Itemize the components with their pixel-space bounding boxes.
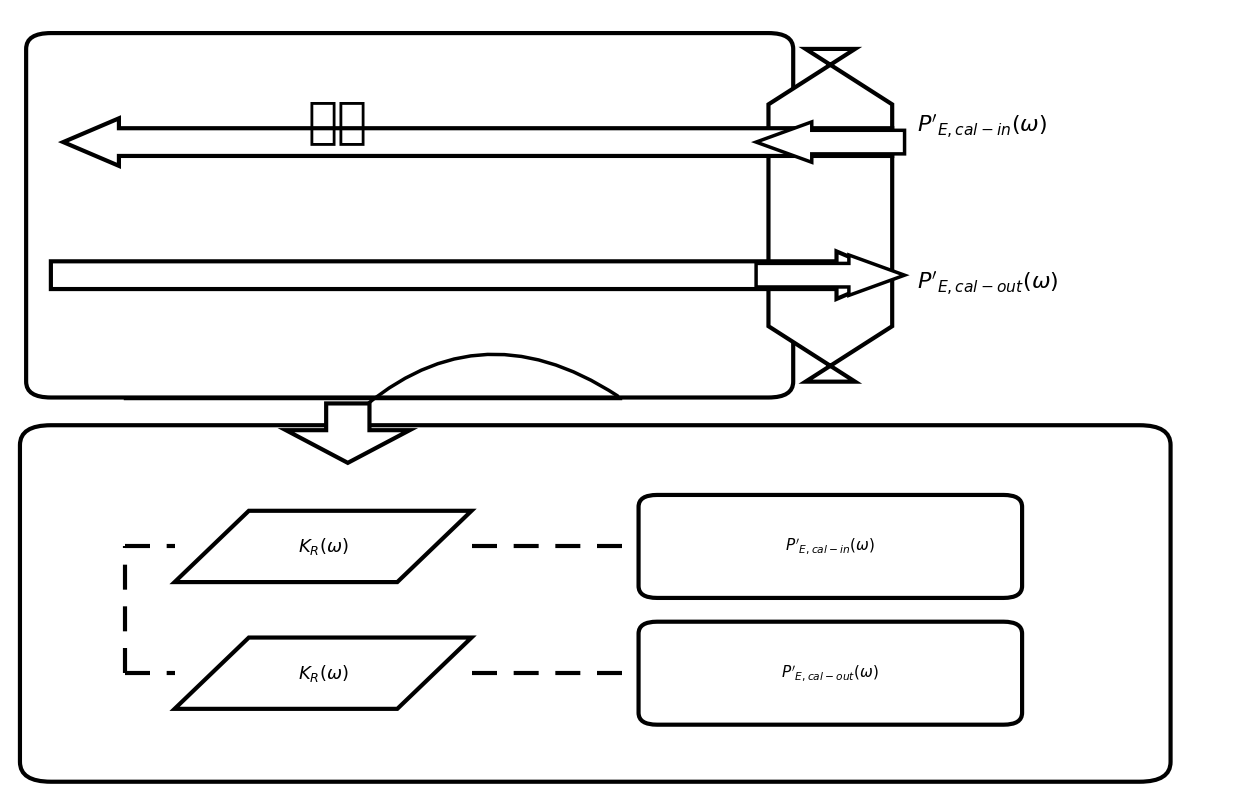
Polygon shape [175, 638, 471, 709]
Polygon shape [756, 122, 904, 162]
Polygon shape [286, 403, 409, 463]
Text: $P'_{E,cal-in}(\omega)$: $P'_{E,cal-in}(\omega)$ [916, 112, 1048, 140]
Polygon shape [769, 49, 893, 382]
Text: $K_R(\omega)$: $K_R(\omega)$ [298, 536, 348, 557]
FancyBboxPatch shape [639, 495, 1022, 598]
FancyArrowPatch shape [350, 355, 618, 419]
Text: $P'_{E,cal-out}(\omega)$: $P'_{E,cal-out}(\omega)$ [916, 270, 1059, 297]
FancyBboxPatch shape [26, 33, 794, 398]
Text: $P'_{E,cal-in}(\omega)$: $P'_{E,cal-in}(\omega)$ [785, 537, 875, 556]
FancyBboxPatch shape [639, 622, 1022, 725]
Polygon shape [51, 251, 893, 299]
Polygon shape [756, 255, 904, 296]
Text: $K_R(\omega)$: $K_R(\omega)$ [298, 663, 348, 684]
Polygon shape [63, 118, 893, 166]
Text: $P'_{E,cal-out}(\omega)$: $P'_{E,cal-out}(\omega)$ [781, 663, 879, 683]
Polygon shape [175, 511, 471, 582]
Text: 试片: 试片 [308, 98, 368, 146]
FancyBboxPatch shape [20, 425, 1171, 781]
